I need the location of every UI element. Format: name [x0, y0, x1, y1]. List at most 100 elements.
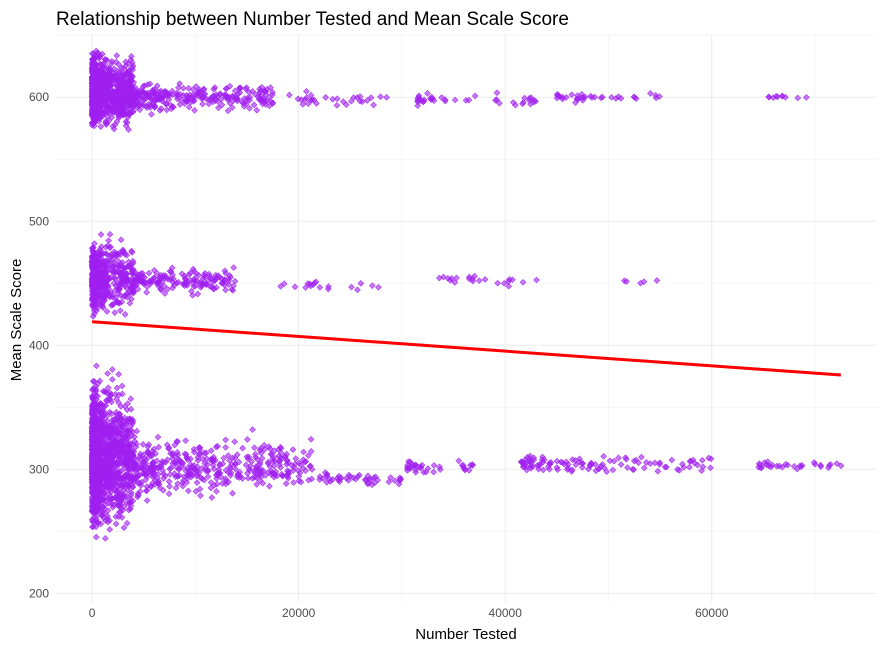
data-point: [189, 265, 197, 273]
data-point: [599, 461, 606, 468]
data-point: [98, 50, 106, 58]
data-point: [263, 97, 270, 105]
data-point: [165, 444, 173, 452]
data-point: [252, 90, 259, 98]
data-point: [117, 100, 124, 107]
data-point: [313, 100, 320, 107]
data-point: [107, 274, 115, 281]
data-point: [174, 95, 181, 103]
data-point: [778, 92, 786, 100]
data-point: [122, 420, 130, 428]
data-point: [365, 480, 372, 487]
data-point: [129, 63, 136, 71]
data-point: [228, 104, 236, 111]
data-point: [141, 278, 149, 286]
data-point: [110, 98, 117, 106]
data-point: [186, 277, 194, 284]
data-point: [164, 285, 171, 293]
data-point: [136, 94, 143, 102]
data-point: [113, 250, 121, 258]
data-point: [111, 309, 119, 316]
data-point: [271, 447, 278, 455]
data-point: [143, 471, 150, 479]
data-point: [143, 487, 151, 494]
data-point: [564, 464, 572, 472]
data-point: [212, 271, 220, 279]
data-point: [175, 84, 182, 91]
data-point: [130, 479, 138, 487]
data-point: [89, 480, 97, 488]
data-point: [175, 456, 183, 464]
data-point: [167, 450, 174, 457]
data-point: [638, 453, 645, 461]
data-point: [266, 482, 273, 490]
data-point: [180, 477, 187, 484]
data-point: [132, 475, 140, 482]
data-point: [694, 461, 701, 469]
data-point: [113, 414, 121, 422]
data-point: [220, 454, 228, 462]
data-point: [348, 283, 355, 291]
data-point: [112, 282, 120, 290]
data-point: [278, 470, 285, 478]
data-point: [794, 94, 802, 102]
data-point: [142, 476, 150, 484]
data-point: [106, 526, 114, 533]
data-point: [144, 89, 151, 97]
data-point: [118, 435, 126, 443]
data-point: [404, 464, 411, 472]
data-point: [348, 97, 355, 105]
data-point: [222, 93, 229, 101]
data-point: [496, 99, 503, 107]
data-point: [175, 472, 183, 479]
data-point: [133, 427, 141, 435]
data-point: [572, 99, 579, 106]
data-point: [125, 90, 133, 98]
data-point: [92, 53, 100, 61]
data-point: [120, 84, 127, 92]
data-point: [295, 477, 303, 485]
data-point: [599, 93, 606, 101]
data-point: [765, 93, 773, 101]
data-point: [222, 477, 230, 485]
data-point: [232, 465, 239, 473]
data-point: [406, 458, 414, 466]
data-point: [642, 459, 650, 466]
data-point: [127, 395, 135, 403]
data-point: [113, 463, 121, 471]
data-point: [230, 264, 238, 271]
data-point: [150, 90, 158, 98]
data-point: [236, 474, 243, 481]
data-point: [217, 96, 225, 103]
data-point: [553, 94, 561, 102]
data-point: [352, 475, 360, 483]
data-point: [569, 456, 576, 463]
data-point: [102, 275, 110, 283]
data-point: [179, 482, 187, 490]
data-point: [119, 106, 127, 114]
data-point: [211, 84, 219, 91]
data-point: [96, 428, 103, 436]
data-point: [157, 460, 165, 468]
data-point: [89, 425, 96, 433]
data-point: [333, 102, 341, 109]
data-point: [126, 499, 133, 507]
data-point: [103, 417, 111, 425]
x-tick-label: 0: [89, 606, 96, 620]
data-point: [512, 101, 519, 109]
data-point: [245, 453, 253, 461]
data-point: [263, 85, 271, 93]
data-point: [533, 276, 540, 284]
data-point: [98, 508, 105, 515]
data-point: [101, 448, 108, 456]
data-point: [127, 109, 134, 117]
data-point: [93, 362, 100, 370]
data-point: [253, 106, 261, 114]
data-point: [95, 278, 102, 285]
data-point: [178, 270, 186, 278]
data-point: [102, 485, 110, 493]
data-point: [154, 433, 162, 441]
data-point: [345, 471, 353, 479]
data-point: [837, 462, 845, 470]
data-point: [242, 85, 250, 93]
